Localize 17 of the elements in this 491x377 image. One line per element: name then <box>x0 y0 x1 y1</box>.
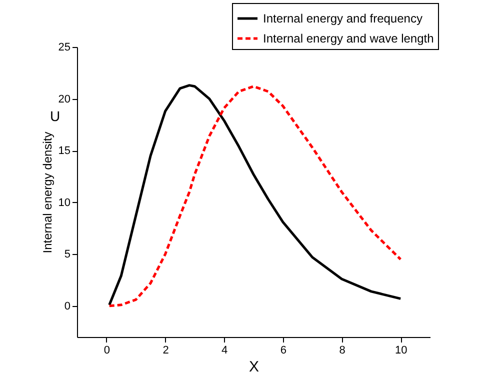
y-tick-label: 5 <box>64 248 70 261</box>
y-tick-label: 25 <box>58 42 70 54</box>
y-axis-title: Internal energy density <box>40 132 54 254</box>
text: U <box>50 108 60 124</box>
legend-label: Internal energy and frequency <box>263 12 422 26</box>
y-tick-label: 0 <box>64 300 70 312</box>
legend-label: Internal energy and wave length <box>263 32 434 46</box>
y-tick-label: 20 <box>58 93 70 106</box>
x-tick-label: 6 <box>280 344 286 356</box>
y-tick-label: 15 <box>58 145 70 158</box>
x-tick-label: 0 <box>104 344 110 356</box>
x-tick-label: 4 <box>222 344 228 356</box>
x-tick-label: 2 <box>162 344 169 356</box>
x-tick-label: 10 <box>394 344 408 356</box>
x-tick-label: 8 <box>339 344 346 356</box>
y-tick-label: 10 <box>58 196 70 209</box>
x-axis-title: X <box>248 358 260 376</box>
